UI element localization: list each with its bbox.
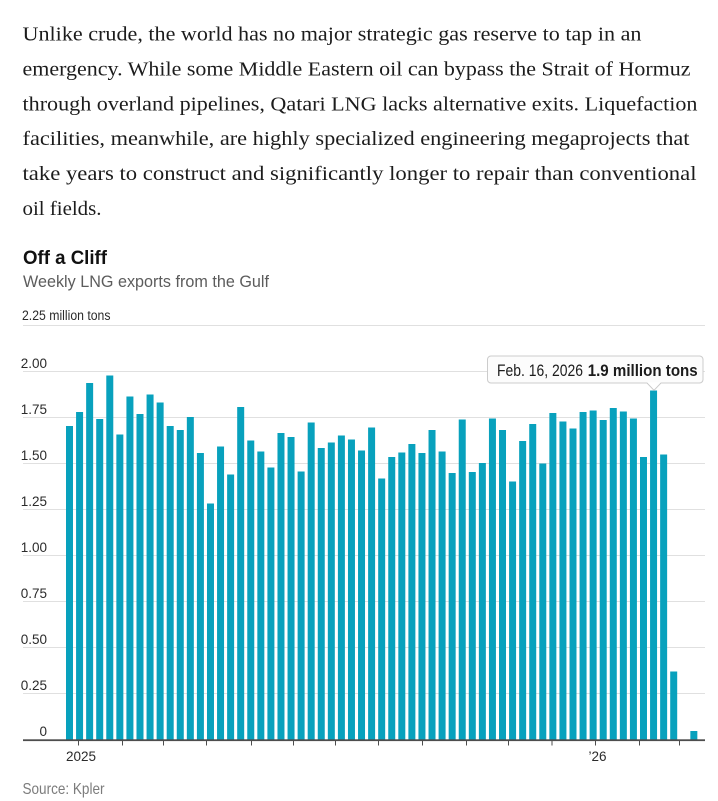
- svg-text:2025: 2025: [66, 749, 96, 764]
- svg-text:0.75: 0.75: [21, 586, 47, 601]
- svg-text:2.25 million tons: 2.25 million tons: [22, 308, 111, 323]
- svg-text:1.9 million tons: 1.9 million tons: [588, 361, 698, 380]
- svg-text:Feb. 16, 2026: Feb. 16, 2026: [497, 361, 583, 380]
- svg-text:1.50: 1.50: [21, 448, 47, 463]
- svg-text:facilities, meanwhile, are hig: facilities, meanwhile, are highly specia…: [23, 128, 690, 150]
- svg-text:0: 0: [39, 724, 47, 739]
- svg-text:1.00: 1.00: [21, 540, 47, 555]
- svg-text:0.25: 0.25: [21, 678, 47, 693]
- svg-text:Source: Kpler: Source: Kpler: [23, 781, 106, 798]
- svg-text:emergency. While some Middle E: emergency. While some Middle Eastern oil…: [23, 58, 691, 80]
- svg-text:2.00: 2.00: [21, 356, 47, 371]
- svg-text:’26: ’26: [589, 749, 607, 764]
- svg-text:oil fields.: oil fields.: [23, 198, 102, 220]
- svg-text:through overland pipelines, Qa: through overland pipelines, Qatari LNG l…: [23, 93, 698, 115]
- svg-text:1.75: 1.75: [21, 402, 47, 417]
- svg-text:Off a Cliff: Off a Cliff: [23, 248, 108, 269]
- svg-text:0.50: 0.50: [21, 632, 47, 647]
- svg-text:1.25: 1.25: [21, 494, 47, 509]
- svg-text:Weekly LNG exports from the Gu: Weekly LNG exports from the Gulf: [23, 272, 269, 291]
- svg-text:take years to construct and si: take years to construct and significantl…: [23, 163, 698, 185]
- svg-text:Unlike crude, the world has no: Unlike crude, the world has no major str…: [23, 24, 642, 46]
